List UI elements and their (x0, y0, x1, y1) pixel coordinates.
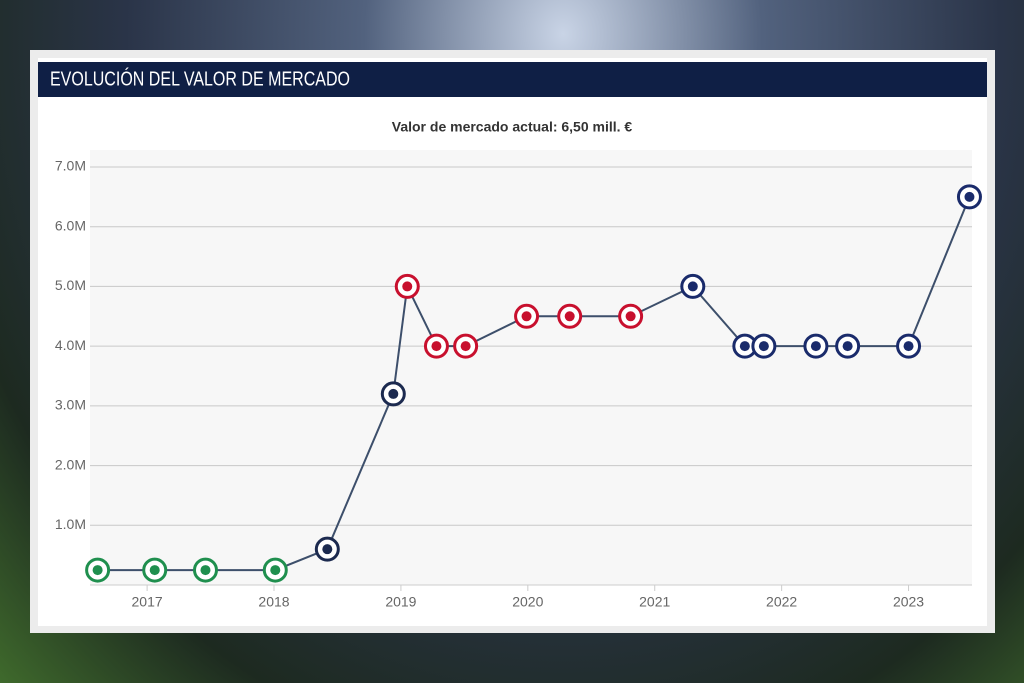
club-marker-core (402, 281, 413, 292)
y-tick-label: 5.0M (55, 277, 86, 293)
x-tick-label: 2020 (512, 594, 543, 610)
x-tick-label: 2023 (893, 594, 924, 610)
y-tick-label: 1.0M (55, 516, 86, 532)
chart-subtitle: Valor de mercado actual: 6,50 mill. € (392, 119, 633, 135)
x-tick-label: 2018 (258, 594, 289, 610)
club-marker-core (687, 281, 698, 292)
chart-title: EVOLUCIÓN DEL VALOR DE MERCADO (50, 67, 350, 90)
club-marker-core (270, 565, 281, 576)
y-tick-label: 3.0M (55, 397, 86, 413)
x-tick-label: 2019 (385, 594, 416, 610)
club-marker-core (842, 341, 853, 352)
y-tick-label: 6.0M (55, 217, 86, 233)
club-marker-core (200, 565, 211, 576)
header-bar (38, 62, 987, 97)
club-marker-core (460, 341, 471, 352)
club-marker-core (625, 311, 636, 322)
x-tick-label: 2022 (766, 594, 797, 610)
club-marker-core (903, 341, 914, 352)
club-marker-core (431, 341, 442, 352)
x-tick-label: 2017 (132, 594, 163, 610)
club-marker-core (564, 311, 575, 322)
y-tick-label: 2.0M (55, 456, 86, 472)
y-tick-label: 7.0M (55, 158, 86, 174)
club-marker-core (758, 341, 769, 352)
club-marker-core (388, 388, 399, 399)
club-marker-core (92, 565, 103, 576)
club-marker-core (521, 311, 532, 322)
club-marker-core (810, 341, 821, 352)
plot-area (90, 150, 972, 585)
x-tick-label: 2021 (639, 594, 670, 610)
club-marker-core (964, 191, 975, 202)
y-tick-label: 4.0M (55, 337, 86, 353)
club-marker-core (739, 341, 750, 352)
club-marker-core (322, 544, 333, 555)
club-marker-core (149, 565, 160, 576)
